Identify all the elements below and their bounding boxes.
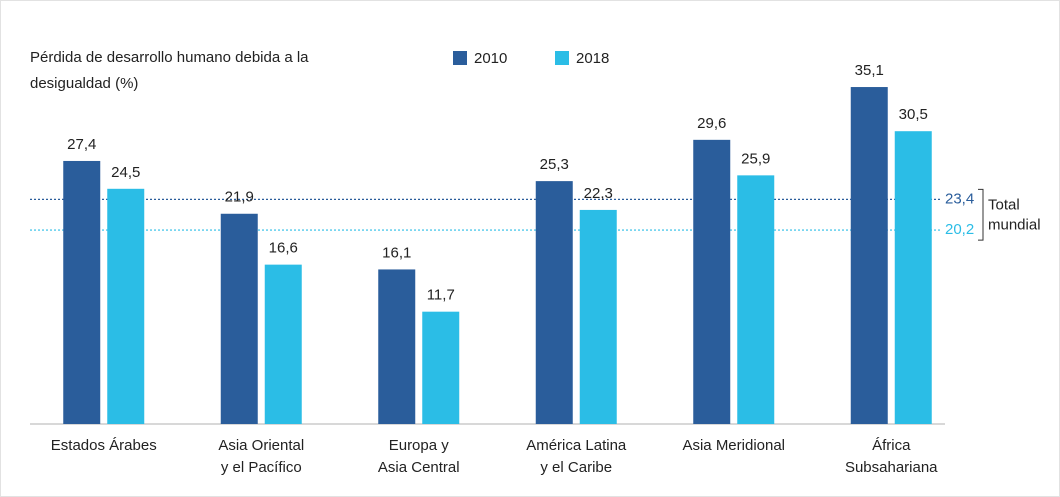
x-tick-label: Asia Central bbox=[378, 459, 460, 476]
data-label: 30,5 bbox=[899, 106, 928, 123]
bar bbox=[693, 139, 731, 424]
reference-value-label: 20,2 bbox=[945, 221, 974, 238]
reference-label: mundial bbox=[988, 217, 1041, 234]
bar bbox=[535, 181, 573, 424]
chart-title: desigualdad (%) bbox=[30, 75, 138, 92]
data-label: 16,1 bbox=[382, 244, 411, 261]
data-label: 21,9 bbox=[225, 189, 254, 206]
legend-label: 2018 bbox=[576, 50, 609, 67]
bar bbox=[894, 131, 932, 424]
data-label: 25,9 bbox=[741, 150, 770, 167]
x-tick-label: y el Pacífico bbox=[221, 459, 302, 476]
x-tick-label: y el Caribe bbox=[540, 459, 612, 476]
data-label: 29,6 bbox=[697, 115, 726, 132]
bracket bbox=[978, 188, 984, 241]
x-tick-label: Subsahariana bbox=[845, 459, 938, 476]
data-label: 22,3 bbox=[584, 185, 613, 202]
data-label: 11,7 bbox=[427, 287, 455, 304]
data-label: 35,1 bbox=[855, 62, 884, 79]
x-tick-label: Asia Oriental bbox=[218, 437, 304, 454]
data-label: 24,5 bbox=[111, 164, 140, 181]
bar bbox=[220, 213, 258, 424]
x-tick-label: Estados Árabes bbox=[51, 437, 157, 454]
reference-label: Total bbox=[988, 197, 1020, 214]
bar bbox=[850, 87, 888, 424]
bar bbox=[264, 264, 302, 424]
bar bbox=[737, 175, 775, 424]
legend-label: 2010 bbox=[474, 50, 507, 67]
bar bbox=[63, 160, 101, 424]
chart-title: Pérdida de desarrollo humano debida a la bbox=[30, 49, 309, 66]
x-tick-label: África bbox=[872, 437, 911, 454]
reference-value-label: 23,4 bbox=[945, 190, 974, 207]
x-tick-label: América Latina bbox=[526, 437, 627, 454]
legend-swatch bbox=[453, 51, 467, 65]
data-label: 25,3 bbox=[540, 156, 569, 173]
bar bbox=[422, 311, 460, 424]
x-tick-label: Asia Meridional bbox=[682, 437, 785, 454]
bar bbox=[579, 209, 617, 424]
x-tick-label: Europa y bbox=[389, 437, 450, 454]
bar bbox=[378, 269, 416, 424]
data-label: 27,4 bbox=[67, 136, 96, 153]
data-label: 16,6 bbox=[269, 240, 298, 257]
legend-swatch bbox=[555, 51, 569, 65]
bar bbox=[107, 188, 145, 424]
